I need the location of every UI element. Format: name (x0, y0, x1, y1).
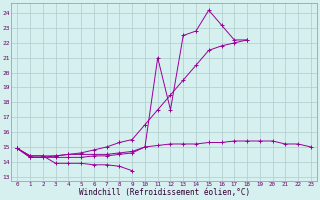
X-axis label: Windchill (Refroidissement éolien,°C): Windchill (Refroidissement éolien,°C) (78, 188, 250, 197)
